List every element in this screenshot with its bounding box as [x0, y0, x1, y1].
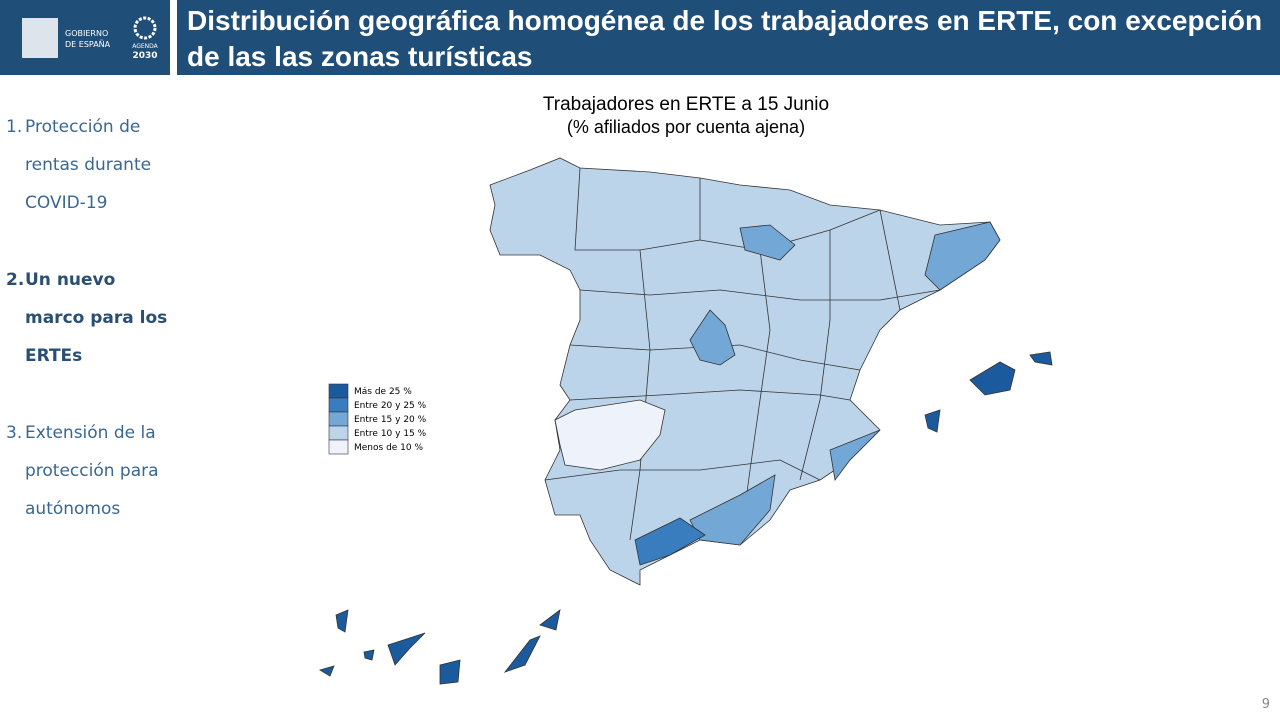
- sidebar-item: 1. Protección de rentas durante COVID-19: [6, 108, 176, 222]
- logo: GOBIERNO DE ESPAÑA AGENDA 2030: [0, 0, 170, 75]
- sidebar: 1. Protección de rentas durante COVID-19 2…: [6, 108, 176, 567]
- legend-swatch: [328, 439, 349, 455]
- item-text: Protección de rentas durante COVID-19: [25, 117, 152, 213]
- legend-label: Entre 20 y 25 %: [354, 401, 427, 411]
- logo-text: AGENDA: [132, 43, 158, 50]
- logo-graphic: GOBIERNO DE ESPAÑA AGENDA 2030: [22, 16, 159, 61]
- logo-text: 2030: [132, 51, 157, 61]
- legend-swatch: [328, 397, 349, 413]
- island: [319, 665, 335, 677]
- province: [689, 474, 776, 546]
- province: [829, 429, 881, 481]
- island: [439, 659, 461, 685]
- legend-swatch: [328, 425, 349, 441]
- map-title: Trabajadores en ERTE a 15 Junio: [543, 94, 829, 115]
- logo-text: DE ESPAÑA: [65, 39, 111, 49]
- item-text: Un nuevo marco para los ERTEs: [25, 270, 168, 366]
- island: [969, 361, 1016, 396]
- item-number: 2.: [6, 270, 25, 290]
- legend-label: Más de 25 %: [354, 387, 412, 397]
- item-number: 3.: [6, 423, 23, 443]
- sidebar-item: 3. Extensión de la protección para autóno…: [6, 414, 176, 528]
- peninsula: [489, 157, 1001, 586]
- island: [503, 635, 541, 673]
- page-number: 9: [1261, 697, 1270, 712]
- legend-label: Menos de 10 %: [354, 443, 423, 453]
- province: [739, 224, 796, 261]
- island: [539, 609, 561, 631]
- item-number: 1.: [6, 117, 23, 137]
- province: [554, 399, 666, 471]
- province: [634, 517, 706, 566]
- legend-swatch: [328, 411, 349, 427]
- item-text: Extensión de la protección para autónomo…: [25, 423, 159, 519]
- sidebar-item: 2. Un nuevo marco para los ERTEs: [6, 261, 176, 375]
- slide-title: Distribución geográfica homogénea de los…: [177, 0, 1280, 75]
- province: [689, 309, 736, 366]
- island: [387, 632, 426, 666]
- island: [363, 649, 375, 661]
- legend-swatch: [328, 383, 349, 399]
- island: [924, 409, 941, 433]
- legend-label: Entre 15 y 20 %: [354, 415, 427, 425]
- provinces: [319, 157, 1053, 685]
- island: [1029, 351, 1053, 366]
- logo-text: GOBIERNO: [65, 29, 108, 38]
- map-title: (% afiliados por cuenta ajena): [567, 117, 805, 137]
- island: [335, 609, 349, 633]
- legend-label: Entre 10 y 15 %: [354, 429, 427, 439]
- province: [924, 221, 1001, 291]
- legend: Más de 25 % Entre 20 y 25 % Entre 15 y 20 …: [328, 383, 427, 455]
